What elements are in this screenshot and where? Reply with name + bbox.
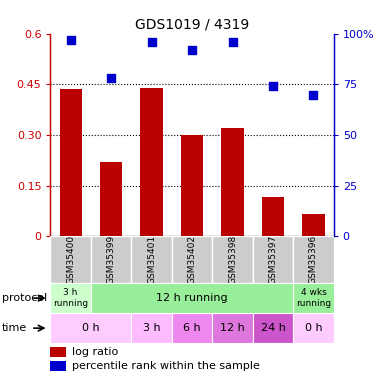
- Bar: [50, 283, 91, 313]
- Bar: [91, 283, 293, 313]
- Point: [149, 39, 155, 45]
- Bar: [262, 197, 284, 236]
- Point: [310, 92, 317, 98]
- Text: GSM35401: GSM35401: [147, 235, 156, 284]
- Bar: [91, 236, 132, 283]
- Text: 4 wks
running: 4 wks running: [296, 288, 331, 308]
- Title: GDS1019 / 4319: GDS1019 / 4319: [135, 17, 249, 31]
- Text: GSM35399: GSM35399: [107, 235, 116, 284]
- Bar: [100, 162, 122, 236]
- Text: log ratio: log ratio: [72, 347, 118, 357]
- Text: 24 h: 24 h: [261, 323, 286, 333]
- Text: time: time: [2, 323, 27, 333]
- Text: 3 h: 3 h: [143, 323, 160, 333]
- Bar: [140, 88, 163, 236]
- Bar: [222, 128, 244, 236]
- Text: 0 h: 0 h: [305, 323, 322, 333]
- Bar: [293, 313, 334, 343]
- Bar: [50, 313, 132, 343]
- Bar: [253, 313, 293, 343]
- Point: [270, 83, 276, 89]
- Bar: [50, 346, 66, 357]
- Bar: [172, 313, 212, 343]
- Bar: [59, 90, 82, 236]
- Text: percentile rank within the sample: percentile rank within the sample: [72, 362, 260, 371]
- Bar: [302, 214, 325, 236]
- Text: GSM35397: GSM35397: [268, 235, 277, 284]
- Point: [108, 75, 114, 81]
- Text: protocol: protocol: [2, 293, 47, 303]
- Bar: [172, 236, 212, 283]
- Bar: [212, 313, 253, 343]
- Text: 3 h
running: 3 h running: [53, 288, 88, 308]
- Bar: [50, 236, 91, 283]
- Text: GSM35396: GSM35396: [309, 235, 318, 284]
- Point: [189, 47, 195, 53]
- Text: 12 h: 12 h: [220, 323, 245, 333]
- Text: GSM35402: GSM35402: [187, 235, 197, 284]
- Bar: [50, 362, 66, 371]
- Bar: [181, 135, 203, 236]
- Text: GSM35400: GSM35400: [66, 235, 75, 284]
- Text: 6 h: 6 h: [183, 323, 201, 333]
- Point: [68, 37, 74, 43]
- Bar: [132, 236, 172, 283]
- Bar: [293, 283, 334, 313]
- Text: GSM35398: GSM35398: [228, 235, 237, 284]
- Text: 0 h: 0 h: [82, 323, 100, 333]
- Bar: [212, 236, 253, 283]
- Bar: [293, 236, 334, 283]
- Bar: [253, 236, 293, 283]
- Text: 12 h running: 12 h running: [156, 293, 228, 303]
- Bar: [132, 313, 172, 343]
- Point: [229, 39, 236, 45]
